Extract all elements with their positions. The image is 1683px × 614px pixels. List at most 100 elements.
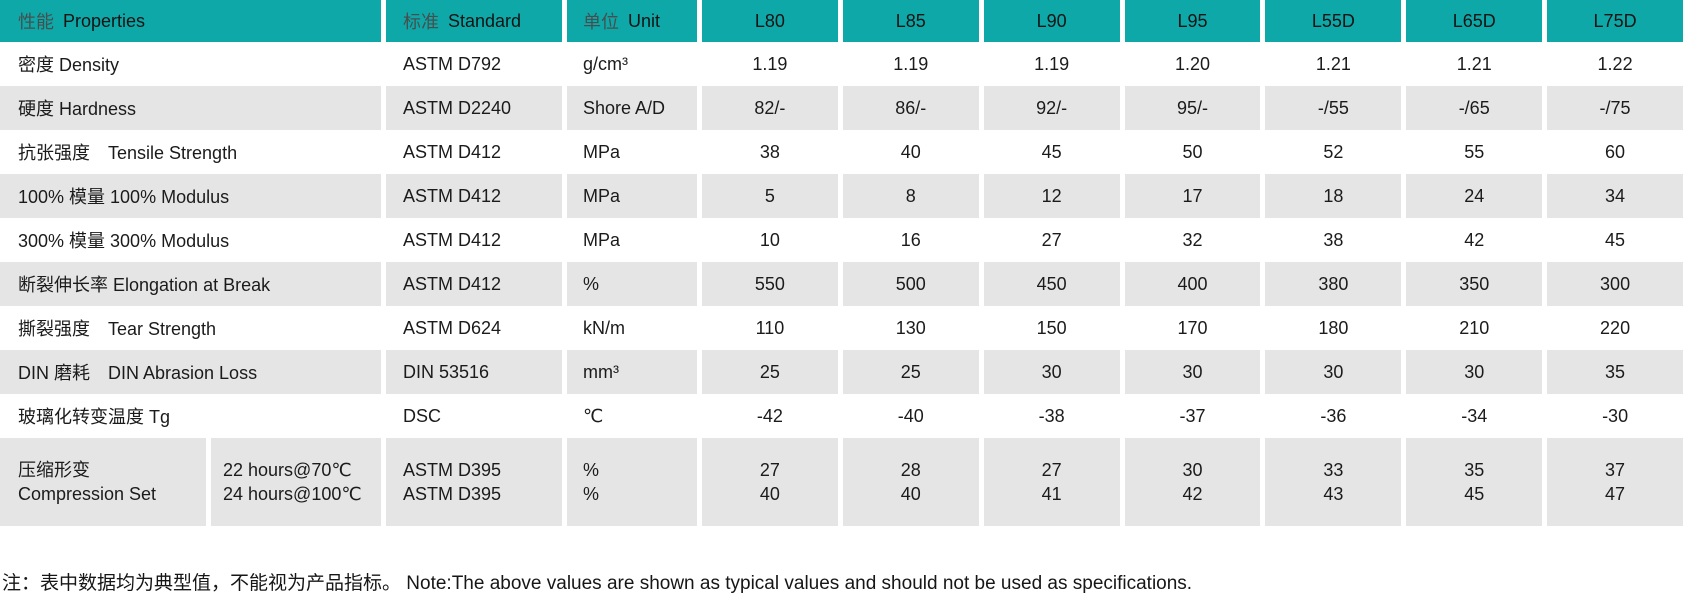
table-row: 硬度 Hardness ASTM D2240 Shore A/D 82/- 86/- 92… (0, 86, 1683, 130)
cell-value: -36 (1260, 394, 1401, 438)
header-cell-unit-en: Unit (628, 10, 661, 31)
header-cell-grade: L65D (1401, 0, 1542, 42)
cell-value: 86/- (837, 86, 979, 130)
cell-property-label-line: 压缩形变 (18, 460, 90, 480)
header-cell-properties-en: Properties (63, 10, 146, 31)
cell-unit-line: % (583, 460, 600, 480)
cell-value: 300 (1542, 262, 1683, 306)
cell-property-label: 抗张强度 Tensile Strength (18, 143, 238, 163)
cell-value: 60 (1542, 130, 1683, 174)
cell-unit: Shore A/D (562, 86, 697, 130)
cell-standard: DSC (381, 394, 562, 438)
cell-value: 8 (837, 174, 979, 218)
cell-value: 27 (978, 218, 1120, 262)
cell-test-condition: 22 hours@70℃ 24 hours@100℃ (206, 438, 381, 526)
cell-unit: g/cm³ (562, 42, 697, 86)
cell-value: 38 (1260, 218, 1401, 262)
table-row: DIN 磨耗 DIN Abrasion Loss DIN 53516 mm³ 25 25… (0, 350, 1683, 394)
cell-value: 30 (1401, 350, 1542, 394)
cell-standard: ASTM D624 (381, 306, 562, 350)
cell-value: 500 (837, 262, 979, 306)
header-cell-unit-zh: 单位 (583, 12, 619, 32)
cell-standard-line: ASTM D395 (403, 460, 502, 480)
table-row: 100% 模量 100% Modulus ASTM D412 MPa 5 8 12 17 18… (0, 174, 1683, 218)
cell-value: 110 (697, 306, 838, 350)
cell-value: 35 45 (1401, 438, 1542, 526)
cell-value: 50 (1119, 130, 1261, 174)
cell-value: 45 (978, 130, 1120, 174)
properties-table: 性能 Properties 标准 Standard 单位 Unit L80 L85 L90 L95… (0, 0, 1683, 526)
cell-value: 210 (1401, 306, 1542, 350)
cell-value: 95/- (1119, 86, 1261, 130)
cell-value: 34 (1542, 174, 1683, 218)
cell-value-line: 28 (900, 460, 921, 480)
cell-value-line: 37 (1605, 460, 1626, 480)
cell-unit: %% (562, 438, 697, 526)
cell-value: 1.19 (697, 42, 838, 86)
cell-value: 150 (978, 306, 1120, 350)
cell-value: 18 (1260, 174, 1401, 218)
cell-value: 1.21 (1260, 42, 1401, 86)
footnote: 注：表中数据均为典型值，不能视为产品指标。 Note:The above val… (2, 573, 1193, 594)
header-cell-grade: L75D (1542, 0, 1683, 42)
cell-standard: ASTM D2240 (381, 86, 562, 130)
cell-property-label: 压缩形变 Compression Set (0, 438, 206, 526)
table-row: 撕裂强度 Tear Strength ASTM D624 kN/m 110 130 150… (0, 306, 1683, 350)
cell-value: 37 47 (1542, 438, 1683, 526)
cell-value: 450 (978, 262, 1120, 306)
cell-property-label: DIN 磨耗 DIN Abrasion Loss (18, 363, 258, 383)
header-cell-grade: L85 (837, 0, 979, 42)
table-header-row: 性能 Properties 标准 Standard 单位 Unit L80 L85 L90 L95… (0, 0, 1683, 42)
cell-value: 1.20 (1119, 42, 1261, 86)
cell-value-line: 40 (900, 484, 921, 504)
cell-value: -40 (837, 394, 979, 438)
table-row: 玻璃化转变温度 Tg DSC ℃ -42 -40 -38 -37 -36 -34 -30 (0, 394, 1683, 438)
cell-property-label: 断裂伸长率 Elongation at Break (18, 275, 271, 295)
cell-value-line: 47 (1605, 484, 1626, 504)
cell-standard: ASTM D412 (381, 174, 562, 218)
cell-standard: ASTM D412 (381, 262, 562, 306)
header-cell-standard-en: Standard (448, 10, 522, 31)
cell-value: -/65 (1401, 86, 1542, 130)
cell-value: 27 41 (978, 438, 1120, 526)
cell-value: -/75 (1542, 86, 1683, 130)
cell-value: 350 (1401, 262, 1542, 306)
cell-value-line: 41 (1041, 484, 1062, 504)
cell-value-line: 33 (1323, 460, 1344, 480)
cell-unit: kN/m (562, 306, 697, 350)
cell-value: 30 (978, 350, 1120, 394)
cell-test-condition-line: 24 hours@100℃ (223, 484, 362, 504)
table-row: 抗张强度 Tensile Strength ASTM D412 MPa 38 40 45 5… (0, 130, 1683, 174)
cell-value: 82/- (697, 86, 838, 130)
cell-value: 550 (697, 262, 838, 306)
cell-property-label: 玻璃化转变温度 Tg (18, 407, 171, 427)
cell-value-line: 42 (1182, 484, 1203, 504)
cell-value: 1.19 (978, 42, 1120, 86)
cell-value: 5 (697, 174, 838, 218)
cell-property-label: 300% 模量 300% Modulus (18, 231, 230, 251)
cell-value-line: 43 (1323, 484, 1344, 504)
header-cell-grade: L95 (1119, 0, 1261, 42)
header-cell-grade: L80 (697, 0, 838, 42)
table-row-compression-set: 压缩形变 Compression Set 22 hours@70℃ 24 hours@… (0, 438, 1683, 526)
cell-value: 220 (1542, 306, 1683, 350)
cell-value: 30 (1260, 350, 1401, 394)
cell-unit: ℃ (562, 394, 697, 438)
cell-standard: ASTM D792 (381, 42, 562, 86)
header-cell-standard: 标准 Standard (381, 0, 562, 42)
datasheet: 性能 Properties 标准 Standard 单位 Unit L80 L85 L90 L95… (0, 0, 1683, 594)
cell-value-line: 27 (759, 460, 780, 480)
cell-test-condition-line: 22 hours@70℃ (223, 460, 352, 480)
cell-value: 33 43 (1260, 438, 1401, 526)
table-row: 密度 Density ASTM D792 g/cm³ 1.19 1.19 1.19 1.20… (0, 42, 1683, 86)
table-row: 300% 模量 300% Modulus ASTM D412 MPa 10 16 27 32… (0, 218, 1683, 262)
cell-value: 25 (837, 350, 979, 394)
cell-property-label-line: Compression Set (18, 484, 157, 504)
cell-standard: DIN 53516 (381, 350, 562, 394)
cell-value: 180 (1260, 306, 1401, 350)
cell-value-line: 27 (1041, 460, 1062, 480)
cell-value: -30 (1542, 394, 1683, 438)
cell-value: 17 (1119, 174, 1261, 218)
cell-value-line: 30 (1182, 460, 1203, 480)
cell-value: -/55 (1260, 86, 1401, 130)
